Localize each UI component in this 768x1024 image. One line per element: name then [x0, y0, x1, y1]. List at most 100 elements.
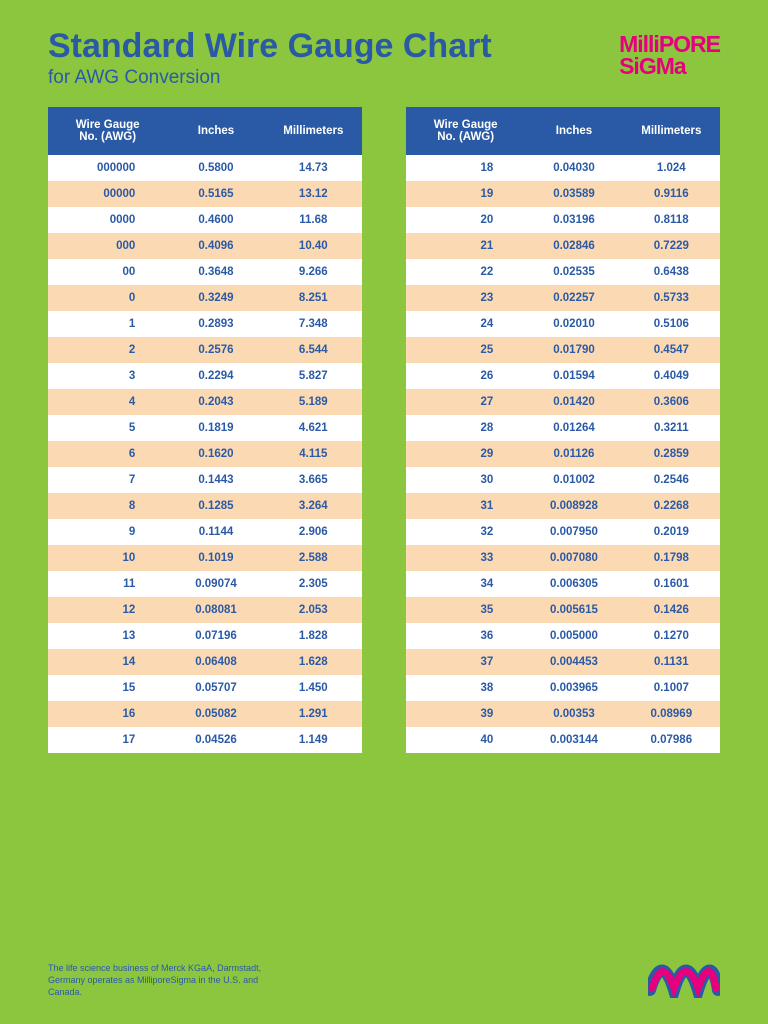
table-row: 120.080812.053 [48, 597, 362, 623]
table-row: 90.11442.906 [48, 519, 362, 545]
cell-in: 0.5800 [167, 155, 264, 181]
table-row: 290.011260.2859 [406, 441, 720, 467]
table-row: 20.25766.544 [48, 337, 362, 363]
cell-awg: 31 [406, 493, 525, 519]
footer-text: The life science business of Merck KGaA,… [48, 962, 268, 998]
header-row: Standard Wire Gauge Chart for AWG Conver… [48, 28, 720, 89]
cell-mm: 0.2019 [623, 519, 720, 545]
cell-awg: 17 [48, 727, 167, 753]
cell-mm: 0.6438 [623, 259, 720, 285]
cell-mm: 0.1270 [623, 623, 720, 649]
cell-in: 0.01420 [525, 389, 622, 415]
cell-mm: 14.73 [265, 155, 362, 181]
cell-in: 0.5165 [167, 181, 264, 207]
cell-in: 0.01790 [525, 337, 622, 363]
footer-m-logo-icon [648, 956, 720, 998]
cell-mm: 11.68 [265, 207, 362, 233]
cell-awg: 28 [406, 415, 525, 441]
cell-mm: 0.5733 [623, 285, 720, 311]
table-row: 370.0044530.1131 [406, 649, 720, 675]
table-row: 350.0056150.1426 [406, 597, 720, 623]
cell-awg: 10 [48, 545, 167, 571]
table-row: 60.16204.115 [48, 441, 362, 467]
cell-awg: 0000 [48, 207, 167, 233]
cell-in: 0.2893 [167, 311, 264, 337]
table-row: 100.10192.588 [48, 545, 362, 571]
cell-mm: 4.115 [265, 441, 362, 467]
cell-in: 0.00353 [525, 701, 622, 727]
cell-mm: 1.149 [265, 727, 362, 753]
cell-mm: 6.544 [265, 337, 362, 363]
cell-awg: 23 [406, 285, 525, 311]
cell-in: 0.01594 [525, 363, 622, 389]
cell-mm: 1.828 [265, 623, 362, 649]
cell-awg: 36 [406, 623, 525, 649]
table-row: 200.031960.8118 [406, 207, 720, 233]
cell-awg: 39 [406, 701, 525, 727]
table-row: 0000.409610.40 [48, 233, 362, 259]
cell-mm: 0.4547 [623, 337, 720, 363]
tables-wrap: Wire GaugeNo. (AWG) Inches Millimeters 0… [48, 107, 720, 753]
cell-in: 0.2294 [167, 363, 264, 389]
brand-logo: MilliPORE SiGMa [619, 34, 720, 78]
cell-in: 0.08081 [167, 597, 264, 623]
cell-in: 0.04526 [167, 727, 264, 753]
cell-awg: 34 [406, 571, 525, 597]
table-row: 260.015940.4049 [406, 363, 720, 389]
cell-in: 0.3648 [167, 259, 264, 285]
col-header-inches: Inches [167, 107, 264, 155]
table-row: 400.0031440.07986 [406, 727, 720, 753]
cell-in: 0.01126 [525, 441, 622, 467]
cell-awg: 30 [406, 467, 525, 493]
cell-in: 0.007080 [525, 545, 622, 571]
cell-in: 0.4600 [167, 207, 264, 233]
table-row: 000000.516513.12 [48, 181, 362, 207]
cell-mm: 0.1131 [623, 649, 720, 675]
cell-in: 0.2576 [167, 337, 264, 363]
cell-awg: 14 [48, 649, 167, 675]
table-row: 140.064081.628 [48, 649, 362, 675]
cell-mm: 0.1426 [623, 597, 720, 623]
table-row: 300.010020.2546 [406, 467, 720, 493]
col-header-awg: Wire GaugeNo. (AWG) [406, 107, 525, 155]
awg-table-right: Wire GaugeNo. (AWG) Inches Millimeters 1… [406, 107, 720, 753]
table-row: 160.050821.291 [48, 701, 362, 727]
cell-in: 0.02257 [525, 285, 622, 311]
cell-mm: 0.1798 [623, 545, 720, 571]
table-row: 250.017900.4547 [406, 337, 720, 363]
cell-awg: 6 [48, 441, 167, 467]
table-row: 40.20435.189 [48, 389, 362, 415]
cell-awg: 16 [48, 701, 167, 727]
cell-in: 0.1285 [167, 493, 264, 519]
cell-awg: 26 [406, 363, 525, 389]
cell-mm: 1.291 [265, 701, 362, 727]
table-row: 280.012640.3211 [406, 415, 720, 441]
awg-table-left: Wire GaugeNo. (AWG) Inches Millimeters 0… [48, 107, 362, 753]
cell-awg: 000000 [48, 155, 167, 181]
cell-awg: 11 [48, 571, 167, 597]
cell-mm: 0.1007 [623, 675, 720, 701]
cell-awg: 24 [406, 311, 525, 337]
table-row: 70.14433.665 [48, 467, 362, 493]
cell-mm: 0.07986 [623, 727, 720, 753]
cell-in: 0.02010 [525, 311, 622, 337]
cell-awg: 4 [48, 389, 167, 415]
table-row: 10.28937.348 [48, 311, 362, 337]
cell-mm: 8.251 [265, 285, 362, 311]
table-row: 130.071961.828 [48, 623, 362, 649]
cell-awg: 5 [48, 415, 167, 441]
table-row: 180.040301.024 [406, 155, 720, 181]
cell-mm: 3.264 [265, 493, 362, 519]
table-row: 340.0063050.1601 [406, 571, 720, 597]
table-row: 310.0089280.2268 [406, 493, 720, 519]
cell-awg: 33 [406, 545, 525, 571]
cell-mm: 0.1601 [623, 571, 720, 597]
table-row: 320.0079500.2019 [406, 519, 720, 545]
table-row: 380.0039650.1007 [406, 675, 720, 701]
cell-in: 0.01002 [525, 467, 622, 493]
cell-in: 0.003144 [525, 727, 622, 753]
cell-mm: 2.305 [265, 571, 362, 597]
cell-awg: 20 [406, 207, 525, 233]
cell-mm: 0.9116 [623, 181, 720, 207]
cell-in: 0.007950 [525, 519, 622, 545]
